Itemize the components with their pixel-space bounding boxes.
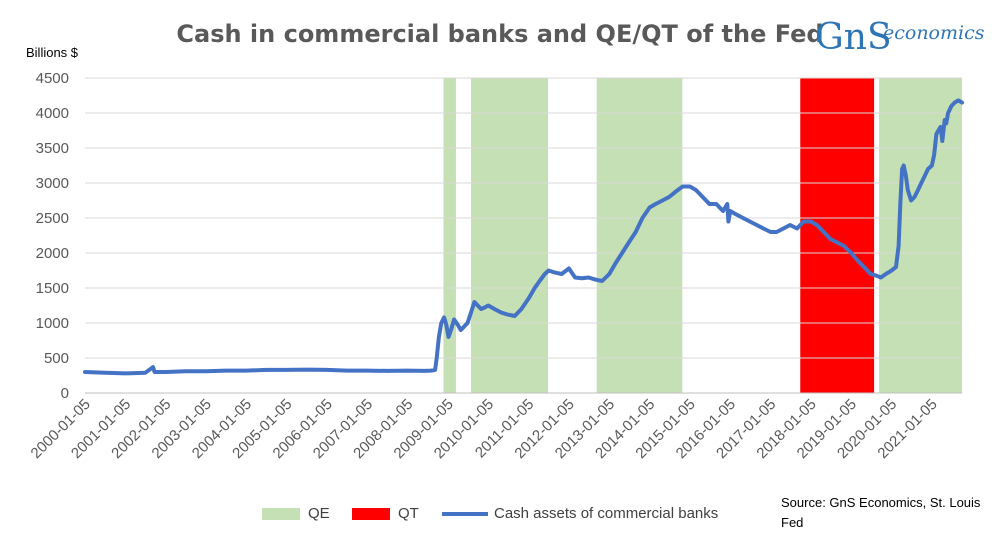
y-axis-label: Billions $ <box>26 45 79 60</box>
grid-layer <box>85 77 962 394</box>
series-line-cash-assets <box>83 98 964 376</box>
band-qe-2 <box>596 78 683 393</box>
legend: QE QT Cash assets of commercial banks <box>0 505 1001 529</box>
y-tick-label: 3500 <box>36 140 69 157</box>
y-tick-label: 4000 <box>36 105 69 122</box>
legend-label-qe: QE <box>308 505 330 522</box>
legend-swatch-cash <box>442 511 488 516</box>
band-qe-1 <box>470 78 549 393</box>
brand-logo-graphic: GnS economics <box>815 17 985 58</box>
band-layer <box>443 78 962 393</box>
source-note: Source: GnS Economics, St. Louis Fed <box>781 495 981 530</box>
band-qt-3 <box>800 78 875 393</box>
x-tick-layer: 2000-01-052001-01-052002-01-052003-01-05… <box>28 396 941 462</box>
y-tick-label: 0 <box>61 385 69 402</box>
legend-label-qt: QT <box>398 505 419 522</box>
y-tick-label: 3000 <box>36 175 69 192</box>
chart-title: Cash in commercial banks and QE/QT of th… <box>176 20 824 48</box>
brand-logo: GnS economics <box>815 12 995 62</box>
brand-logo-sub: economics <box>883 22 985 44</box>
y-tick-label: 4500 <box>36 70 69 87</box>
y-tick-label: 2500 <box>36 210 69 227</box>
legend-item-qt: QT <box>352 505 419 522</box>
legend-item-cash: Cash assets of commercial banks <box>442 505 718 522</box>
legend-swatch-qe <box>262 507 300 520</box>
band-qe-0 <box>443 78 456 393</box>
y-tick-label: 500 <box>44 350 69 367</box>
legend-swatch-qt <box>352 507 390 520</box>
y-tick-layer: 0 500 1000 1500 2000 2500 3000 3500 4000 4500 <box>36 70 69 402</box>
y-tick-label: 1500 <box>36 280 69 297</box>
y-tick-label: 1000 <box>36 315 69 332</box>
brand-logo-main: GnS <box>815 17 892 58</box>
series-layer <box>83 98 964 376</box>
y-tick-label: 2000 <box>36 245 69 262</box>
legend-label-cash: Cash assets of commercial banks <box>494 505 719 522</box>
band-qe-4 <box>879 78 962 393</box>
legend-item-qe: QE <box>262 505 330 522</box>
